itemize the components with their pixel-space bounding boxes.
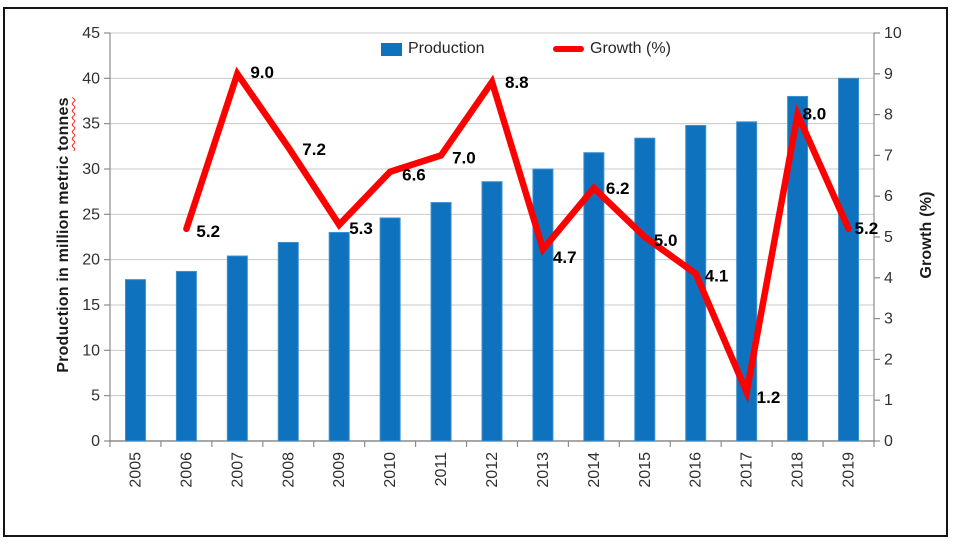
production-bar: [634, 137, 656, 442]
year-label: 2013: [535, 452, 552, 488]
right-axis-tick-label: 6: [884, 188, 893, 205]
left-axis-tick-label: 35: [82, 116, 100, 133]
year-label: 2016: [688, 452, 705, 488]
left-axis-tick-label: 15: [82, 297, 100, 314]
year-label: 2006: [178, 452, 195, 488]
growth-data-label: 1.2: [757, 388, 781, 407]
left-axis-tick-label: 10: [82, 342, 100, 359]
production-bar: [277, 241, 299, 442]
left-axis-tick-label: 20: [82, 252, 100, 269]
year-label: 2017: [739, 452, 756, 488]
right-axis-tick-label: 4: [884, 270, 893, 287]
year-label: 2010: [382, 452, 399, 488]
growth-data-label: 4.7: [553, 248, 577, 267]
legend-label-growth: Growth (%): [590, 40, 671, 57]
growth-data-label: 4.1: [705, 267, 729, 286]
right-axis-tick-label: 3: [884, 311, 893, 328]
growth-data-label: 9.0: [250, 63, 274, 82]
production-bar: [838, 77, 860, 442]
growth-legend-swatch-icon: [553, 46, 584, 52]
left-axis-tick-label: 0: [91, 433, 100, 450]
production-bar: [685, 124, 707, 442]
right-axis-tick-label: 10: [884, 25, 902, 42]
production-bar: [430, 202, 452, 442]
growth-data-label: 6.6: [402, 166, 426, 185]
year-label: 2015: [637, 452, 654, 488]
production-bar: [481, 181, 503, 442]
year-label: 2007: [229, 452, 246, 488]
production-bar: [175, 270, 197, 442]
growth-data-label: 5.0: [654, 231, 678, 250]
left-axis-tick-label: 40: [82, 70, 100, 87]
legend-label-production: Production: [408, 40, 485, 57]
left-axis-tick-label: 25: [82, 206, 100, 223]
growth-data-label: 7.0: [452, 148, 476, 167]
right-axis-tick-label: 1: [884, 392, 893, 409]
right-axis-tick-label: 5: [884, 229, 893, 246]
growth-line: [183, 66, 852, 404]
production-bar: [379, 217, 401, 442]
right-axis-tick-label: 7: [884, 147, 893, 164]
right-axis-tick-label: 9: [884, 66, 893, 83]
left-axis-tick-label: 45: [82, 25, 100, 42]
growth-data-label: 8.0: [803, 105, 827, 124]
left-axis-tick-label: 5: [91, 388, 100, 405]
production-bar: [532, 168, 554, 442]
legend-item-production: Production: [381, 40, 485, 58]
left-axis-title: Production in million metric tonnes: [55, 75, 73, 395]
right-axis-tick-label: 2: [884, 351, 893, 368]
growth-data-label: 5.2: [196, 222, 220, 241]
year-label: 2019: [841, 452, 858, 488]
legend-item-growth: Growth (%): [553, 40, 671, 58]
growth-data-label: 8.8: [505, 73, 529, 92]
production-bar: [226, 255, 248, 442]
production-legend-swatch-icon: [381, 42, 402, 56]
year-label: 2005: [127, 452, 144, 488]
left-axis-title-underlined-word: tonnes: [55, 97, 72, 151]
growth-data-label: 6.2: [606, 179, 630, 198]
production-bar: [583, 152, 605, 442]
left-axis-title-prefix: Production in million metric: [55, 155, 72, 373]
outer-border: [3, 7, 948, 537]
year-label: 2011: [433, 452, 450, 487]
right-axis-title: Growth (%): [918, 191, 935, 279]
production-bar: [787, 95, 809, 442]
year-label: 2008: [280, 452, 297, 488]
production-bar: [124, 279, 146, 442]
year-label: 2009: [331, 452, 348, 488]
growth-data-label: 5.3: [349, 219, 373, 238]
right-axis-tick-label: 8: [884, 107, 893, 124]
right-axis-tick-label: 0: [884, 433, 893, 450]
year-label: 2014: [586, 452, 603, 488]
production-bar: [328, 231, 350, 442]
growth-data-label: 7.2: [302, 140, 326, 159]
left-axis-tick-label: 30: [82, 161, 100, 178]
year-label: 2012: [484, 452, 501, 488]
growth-data-label: 5.2: [855, 219, 879, 238]
year-label: 2018: [790, 452, 807, 488]
